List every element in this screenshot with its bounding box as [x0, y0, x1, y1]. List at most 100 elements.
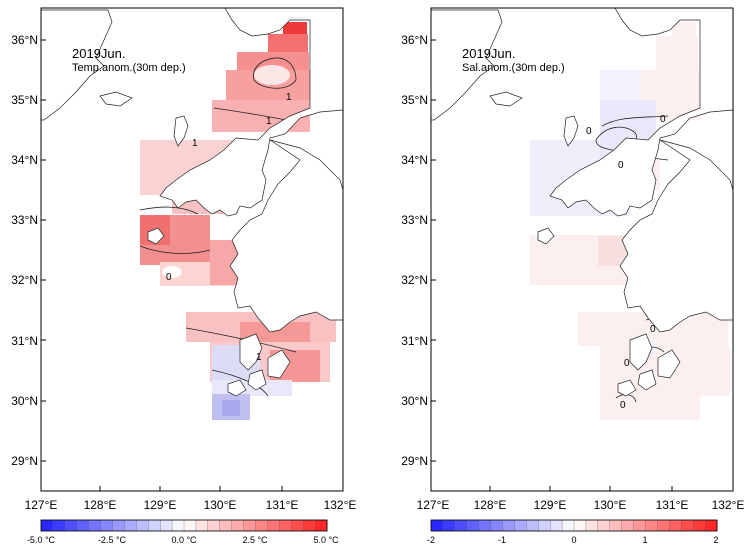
salinity-map-title: 2019Jun. — [462, 46, 516, 61]
lat-label: 30°N — [11, 394, 38, 408]
colorbar-swatch — [76, 519, 90, 532]
colorbar-swatch — [704, 519, 718, 532]
salinity-lat-labels: 36°N 35°N 34°N 33°N 32°N 31°N 30°N 29°N — [401, 33, 428, 468]
lon-label: 132°E — [324, 498, 357, 512]
temperature-colorbar: -5.0 °C -2.5 °C 0.0 °C 2.5 °C 5.0 °C — [27, 519, 339, 545]
colorbar-swatch — [681, 519, 694, 532]
colorbar-swatch — [40, 519, 54, 532]
temperature-map-title: 2019Jun. — [72, 46, 126, 61]
lat-label: 31°N — [11, 334, 38, 348]
colorbar-swatch — [669, 519, 682, 532]
colorbar-swatch — [561, 519, 575, 532]
colorbar-swatch — [621, 519, 635, 532]
salinity-map-subtitle: Sal.anom.(30m dep.) — [462, 62, 565, 74]
colorbar-swatch — [52, 519, 66, 532]
colorbar-label: 0.0 °C — [171, 535, 197, 545]
colorbar-swatch — [243, 519, 256, 532]
colorbar-label: -1 — [498, 535, 506, 545]
lon-label: 130°E — [594, 498, 627, 512]
colorbar-swatch — [124, 519, 137, 532]
colorbar-label: 1 — [642, 535, 647, 545]
lat-label: 30°N — [401, 394, 428, 408]
colorbar-swatch — [585, 519, 599, 532]
lon-label: 132°E — [712, 498, 745, 512]
colorbar-swatch — [490, 519, 503, 532]
colorbar-swatch — [303, 519, 316, 532]
contour-label: 0 — [586, 126, 592, 137]
colorbar-swatch — [112, 519, 125, 532]
contour-label: 0 — [620, 400, 626, 411]
colorbar-swatch — [478, 519, 492, 532]
salinity-map-panel: 36°N 35°N 34°N 33°N 32°N 31°N 30°N 29°N … — [401, 7, 745, 545]
contour-label: 0 — [624, 358, 630, 369]
lat-label: 36°N — [11, 33, 38, 47]
colorbar-swatch — [219, 519, 233, 532]
colorbar-swatch — [645, 519, 658, 532]
colorbar-label: -5.0 °C — [27, 535, 56, 545]
lat-label: 35°N — [401, 93, 428, 107]
colorbar-swatch — [314, 519, 328, 532]
colorbar-label: 2 — [713, 535, 718, 545]
contour-label: 1 — [192, 138, 198, 149]
lon-label: 127°E — [417, 498, 450, 512]
colorbar-swatch — [207, 519, 221, 532]
colorbar-swatch — [526, 519, 539, 532]
colorbar-swatch — [609, 519, 623, 532]
lon-label: 128°E — [474, 498, 507, 512]
colorbar-swatch — [657, 519, 670, 532]
lat-label: 36°N — [401, 33, 428, 47]
lon-label: 129°E — [534, 498, 567, 512]
temperature-map-panel: 36°N 35°N 34°N 33°N 32°N 31°N 30°N 29°N … — [11, 7, 357, 545]
contour-label: 0 — [618, 160, 624, 171]
salinity-contour-labels: 0 0 0 0 0 0 — [586, 114, 666, 411]
lon-label: 129°E — [144, 498, 177, 512]
colorbar-label: 0 — [571, 535, 576, 545]
lon-label: 131°E — [266, 498, 299, 512]
colorbar-swatch — [502, 519, 515, 532]
lon-label: 127°E — [25, 498, 58, 512]
colorbar-swatch — [88, 519, 102, 532]
colorbar-swatch — [454, 519, 468, 532]
colorbar-swatch — [255, 519, 268, 532]
temperature-lat-labels: 36°N 35°N 34°N 33°N 32°N 31°N 30°N 29°N — [11, 33, 38, 468]
lat-label: 34°N — [401, 153, 428, 167]
colorbar-swatch — [231, 519, 245, 532]
lat-label: 35°N — [11, 93, 38, 107]
temperature-map-ticks — [41, 39, 283, 491]
colorbar-swatch — [550, 519, 563, 532]
colorbar-swatch — [291, 519, 304, 532]
lat-label: 29°N — [401, 454, 428, 468]
salinity-lon-labels: 127°E 128°E 129°E 130°E 131°E 132°E — [417, 498, 745, 512]
contour-label: 0 — [660, 114, 666, 125]
colorbar-swatch — [693, 519, 706, 532]
contour-label: 0 — [166, 272, 172, 283]
colorbar-label: -2 — [427, 535, 435, 545]
temperature-map-frame — [40, 7, 344, 492]
salinity-map-frame — [430, 7, 734, 492]
lat-label: 34°N — [11, 153, 38, 167]
contour-label: 1 — [266, 116, 272, 127]
lat-label: 33°N — [401, 213, 428, 227]
lon-label: 128°E — [84, 498, 117, 512]
colorbar-swatch — [633, 519, 646, 532]
contour-label: 0 — [650, 324, 656, 335]
lat-label: 29°N — [11, 454, 38, 468]
colorbar-swatch — [64, 519, 78, 532]
contour-label: 1 — [256, 352, 262, 363]
colorbar-swatch — [136, 519, 149, 532]
colorbar-swatch — [195, 519, 209, 532]
colorbar-swatch — [430, 519, 444, 532]
colorbar-swatch — [597, 519, 611, 532]
colorbar-swatch — [171, 519, 185, 532]
colorbar-label: 5.0 °C — [313, 535, 339, 545]
colorbar-swatch — [148, 519, 161, 532]
colorbar-swatch — [538, 519, 551, 532]
salinity-colorbar: -2 -1 0 1 2 — [427, 519, 719, 545]
colorbar-swatch — [514, 519, 527, 532]
contour-label: 1 — [286, 92, 292, 103]
lat-label: 33°N — [11, 213, 38, 227]
colorbar-label: 2.5 °C — [242, 535, 268, 545]
lat-label: 31°N — [401, 334, 428, 348]
colorbar-swatch — [279, 519, 292, 532]
